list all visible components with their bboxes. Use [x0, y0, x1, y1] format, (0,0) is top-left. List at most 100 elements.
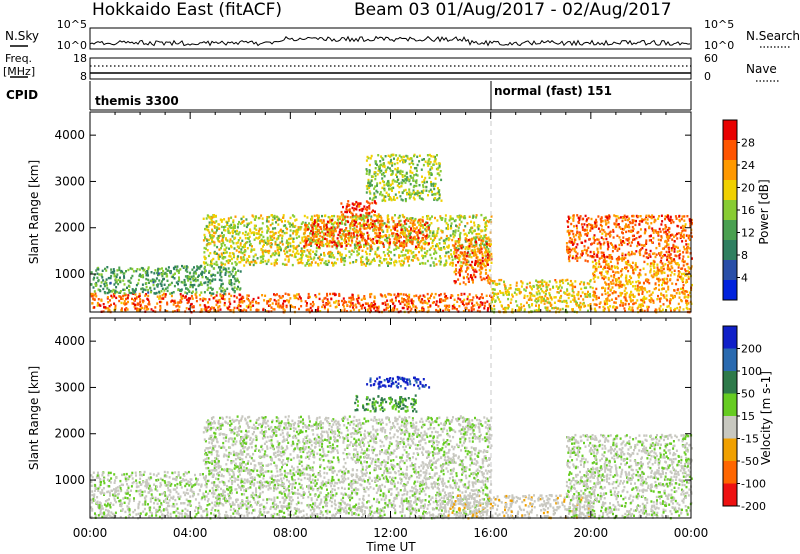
- power-cell: [207, 286, 210, 290]
- power-cell: [406, 241, 409, 244]
- power-cell: [421, 158, 424, 161]
- power-cell: [434, 182, 437, 186]
- power-cell: [413, 174, 416, 177]
- power-cell: [382, 164, 384, 168]
- power-cell: [322, 238, 324, 241]
- power-cell: [169, 283, 172, 286]
- power-cell: [235, 279, 238, 282]
- power-cell: [441, 217, 444, 220]
- power-cell: [377, 218, 380, 221]
- power-cell: [383, 180, 385, 184]
- power-cell: [285, 305, 288, 309]
- power-cell: [307, 228, 310, 231]
- power-cell: [405, 244, 408, 247]
- power-cell: [615, 220, 618, 223]
- power-cell: [276, 215, 278, 218]
- power-cell: [192, 305, 195, 308]
- power-cell: [576, 256, 578, 259]
- power-cell: [213, 310, 216, 313]
- power-cell: [624, 256, 627, 259]
- power-cell: [275, 262, 278, 265]
- power-cell: [586, 232, 589, 235]
- power-cell: [477, 250, 480, 253]
- power-cell: [363, 306, 366, 310]
- power-cell: [119, 271, 122, 274]
- power-cell: [340, 245, 343, 248]
- power-cell: [232, 220, 235, 224]
- power-cell: [418, 310, 421, 313]
- power-cell: [124, 308, 127, 311]
- power-cell: [220, 263, 223, 267]
- power-cell: [602, 238, 605, 241]
- power-cell: [106, 284, 108, 287]
- power-cell: [344, 241, 347, 245]
- power-cell: [214, 226, 216, 229]
- power-cell: [322, 303, 325, 307]
- power-cell: [688, 238, 691, 241]
- power-cell: [586, 226, 589, 229]
- power-cell: [394, 228, 397, 231]
- power-cell: [330, 219, 333, 222]
- power-cell: [261, 240, 264, 243]
- power-cell: [585, 219, 588, 223]
- power-cell: [145, 285, 148, 289]
- power-cell: [233, 290, 236, 294]
- power-cell: [110, 274, 113, 278]
- power-cell: [274, 240, 277, 244]
- power-cell: [464, 232, 467, 236]
- power-cell: [423, 295, 426, 298]
- power-cell: [205, 228, 208, 231]
- power-cell: [664, 239, 667, 243]
- power-cell: [223, 244, 226, 247]
- power-cell: [366, 155, 369, 159]
- power-cell: [334, 301, 337, 304]
- power-cell: [338, 241, 340, 244]
- power-cell: [490, 307, 493, 310]
- power-cell: [593, 241, 596, 245]
- power-cell: [239, 222, 242, 225]
- power-cell: [618, 258, 621, 261]
- power-cell: [381, 186, 384, 190]
- freq-label-2: [MHz]: [3, 65, 35, 78]
- power-cell: [457, 229, 460, 232]
- power-cell: [537, 280, 540, 284]
- power-cell: [237, 223, 240, 226]
- power-cell: [447, 255, 450, 258]
- power-cell: [589, 280, 592, 283]
- power-cell: [334, 293, 337, 296]
- power-cell: [271, 218, 274, 222]
- power-cell: [327, 215, 330, 219]
- power-cell: [129, 281, 132, 284]
- power-cell: [391, 218, 394, 221]
- power-cell: [581, 249, 584, 253]
- power-cell: [313, 214, 316, 218]
- power-cell: [318, 219, 321, 222]
- power-cell: [161, 275, 164, 278]
- power-cell: [221, 237, 224, 240]
- power-cell: [404, 218, 407, 222]
- power-cell: [614, 247, 617, 250]
- power-cell: [478, 232, 481, 236]
- power-cell: [372, 237, 375, 241]
- power-cell: [423, 158, 425, 161]
- power-cell: [511, 295, 514, 298]
- power-cell: [147, 288, 150, 292]
- power-cell: [105, 269, 108, 272]
- power-cell: [174, 301, 177, 305]
- power-cell: [301, 252, 304, 255]
- power-cell: [366, 220, 369, 223]
- power-cell: [424, 235, 427, 238]
- power-cell: [222, 241, 225, 245]
- power-cell: [395, 238, 398, 242]
- power-cell: [474, 252, 477, 255]
- power-cell: [481, 303, 484, 306]
- power-cell: [657, 217, 660, 220]
- power-cell: [418, 297, 421, 301]
- power-cell: [405, 249, 407, 252]
- power-cell: [408, 235, 411, 238]
- power-cell: [218, 240, 221, 243]
- power-cell: [486, 243, 489, 247]
- power-cell: [430, 256, 433, 260]
- power-cell: [221, 239, 224, 242]
- power-cell: [458, 218, 461, 221]
